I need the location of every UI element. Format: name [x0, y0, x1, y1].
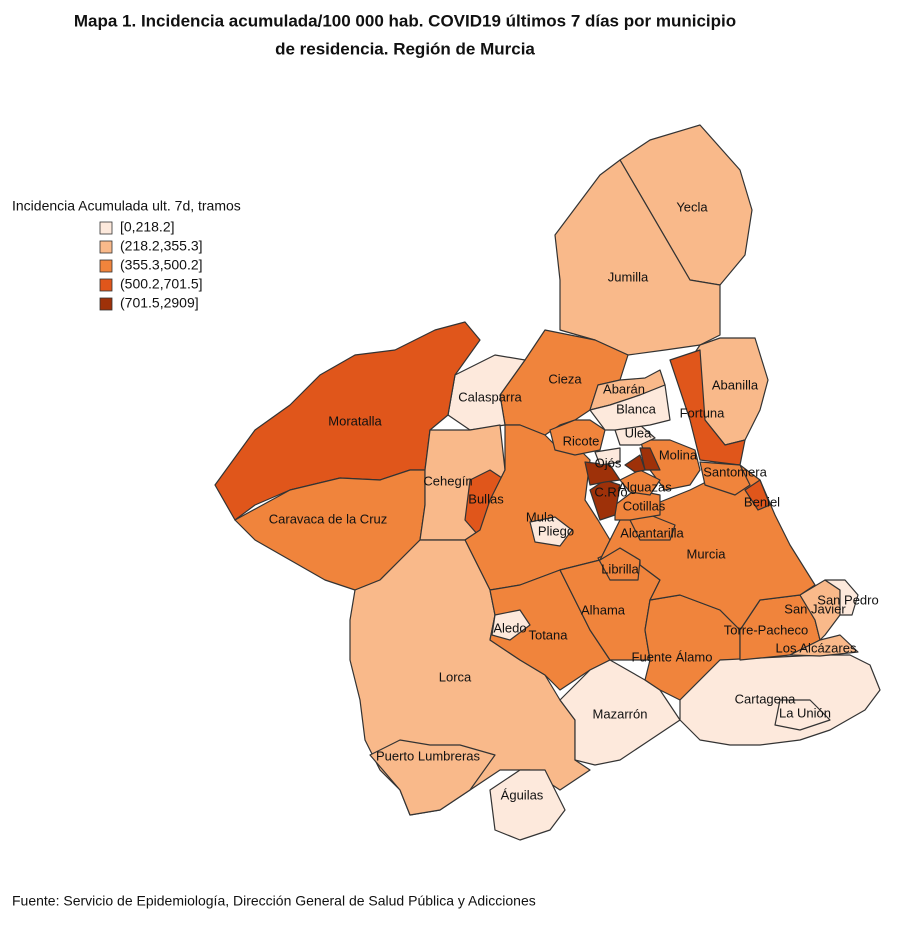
municipality	[559, 659, 681, 766]
municipality-label: C.Río	[594, 484, 627, 499]
municipality-label: Alcantarilla	[620, 525, 684, 540]
municipality	[447, 354, 526, 431]
municipality	[669, 349, 746, 466]
legend: [0,218.2] (218.2,355.3] (355.3,500.2] (500.…	[99, 219, 203, 311]
municipality-label: Ojós	[595, 455, 622, 470]
municipality-label: Los Alcázares	[776, 640, 857, 655]
legend-swatch	[99, 297, 113, 311]
municipality-labels: Yecla Jumilla Abanilla Fortuna Cieza Calaspar…	[269, 199, 879, 802]
legend-swatch	[99, 259, 113, 273]
municipality	[639, 447, 661, 471]
municipality-label: Mula	[526, 509, 555, 524]
legend-swatch	[99, 240, 113, 254]
municipality-label: Totana	[528, 627, 568, 642]
municipality-label: Aledo	[493, 620, 526, 635]
municipality-label: Fortuna	[680, 405, 726, 420]
municipality	[594, 447, 621, 466]
municipality-label: Cotillas	[623, 498, 666, 513]
municipality-label: Beniel	[744, 494, 780, 509]
municipality	[589, 384, 671, 431]
municipality-label: Murcia	[686, 546, 726, 561]
municipality-label: Puerto Lumbreras	[376, 748, 481, 763]
legend-label: (701.5,2909]	[120, 295, 199, 311]
municipality-label: Alhama	[581, 602, 626, 617]
municipality-label: San Pedro	[817, 592, 878, 607]
legend-swatch	[99, 278, 113, 292]
municipality-label: Jumilla	[608, 269, 649, 284]
title-line: Mapa 1. Incidencia acumulada/100 000 hab…	[74, 11, 736, 30]
municipality-label: San Javier	[784, 601, 846, 616]
title-line: de residencia. Región de Murcia	[275, 39, 535, 58]
municipality	[624, 454, 646, 473]
municipality-label: Santomera	[703, 464, 767, 479]
municipality	[789, 634, 859, 657]
municipality-label: Pliego	[538, 523, 574, 538]
municipality-label: Cieza	[548, 371, 582, 386]
municipality-shapes	[214, 124, 881, 841]
municipality	[529, 516, 573, 547]
municipality-label: La Unión	[779, 705, 831, 720]
municipality-label: Molina	[659, 447, 698, 462]
legend-label: [0,218.2]	[120, 219, 175, 235]
municipality	[744, 479, 771, 511]
legend-label: (500.2,701.5]	[120, 276, 203, 292]
legend-swatch	[99, 221, 113, 235]
source-note: Fuente: Servicio de Epidemiología, Direc…	[12, 893, 536, 909]
municipality-label: Blanca	[616, 401, 657, 416]
municipality-label: Ulea	[625, 425, 653, 440]
municipality-label: Caravaca de la Cruz	[269, 511, 388, 526]
municipality-label: Fuente Álamo	[632, 649, 713, 664]
municipality-label: Abarán	[603, 381, 645, 396]
municipality-label: Cartagena	[735, 691, 796, 706]
municipality-label: Alguazas	[618, 479, 672, 494]
municipality-label: Cehegín	[423, 473, 472, 488]
municipality	[774, 699, 831, 731]
municipality-label: Lorca	[439, 669, 472, 684]
municipality-label: Ricote	[563, 433, 600, 448]
legend-label: (218.2,355.3]	[120, 238, 203, 254]
municipality-label: Mazarrón	[593, 706, 648, 721]
legend-label: (355.3,500.2]	[120, 257, 203, 273]
municipality-label: Abanilla	[712, 377, 759, 392]
municipality	[489, 769, 566, 841]
municipality-label: Calasparra	[458, 389, 522, 404]
municipality	[491, 609, 531, 641]
municipality-label: Torre-Pacheco	[724, 622, 809, 637]
municipality	[369, 739, 496, 816]
municipality	[824, 579, 859, 616]
municipality	[699, 461, 751, 496]
municipality-label: Águilas	[501, 787, 544, 802]
municipality-label: Moratalla	[328, 413, 382, 428]
municipality	[549, 419, 606, 456]
municipality-label: Librilla	[601, 561, 639, 576]
municipality-label: Yecla	[676, 199, 708, 214]
municipality-label: Bullas	[468, 491, 504, 506]
legend-title: Incidencia Acumulada ult. 7d, tramos	[12, 198, 241, 214]
municipality	[639, 439, 701, 491]
